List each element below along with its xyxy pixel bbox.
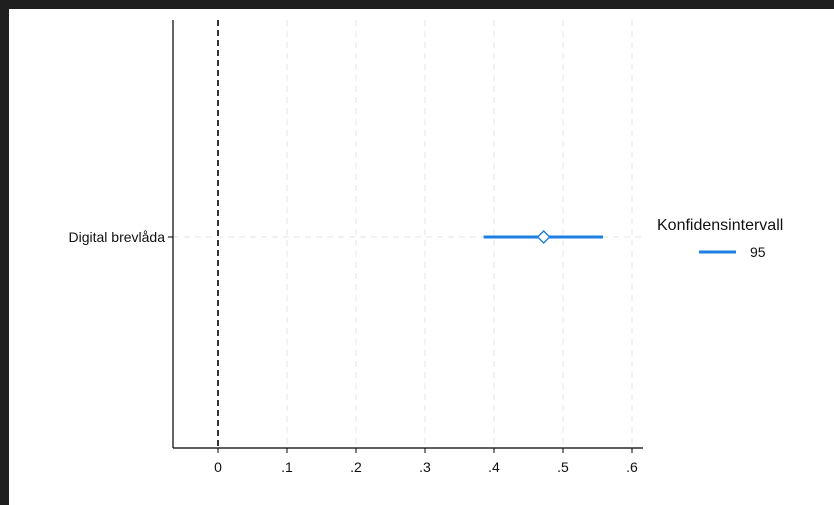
x-tick-label: .6	[626, 459, 638, 475]
chart-frame: 0 .1 .2 .3 .4 .5 .6 Digital brevlåda Konfidensi…	[9, 9, 834, 505]
axis-layer	[172, 20, 643, 449]
legend-title: Konfidensintervall	[657, 217, 783, 234]
y-category-label: Digital brevlåda	[69, 229, 166, 245]
legend-label-95: 95	[750, 244, 766, 260]
x-tick-label: .1	[281, 459, 293, 475]
x-tick-label: 0	[214, 459, 222, 475]
data-layer	[483, 230, 604, 244]
x-tick-label: .2	[350, 459, 362, 475]
x-tick-label: .5	[557, 459, 569, 475]
x-tick-label: .3	[419, 459, 431, 475]
point-estimate-marker	[536, 230, 551, 244]
x-tick-label: .4	[488, 459, 500, 475]
tick-layer: 0 .1 .2 .3 .4 .5 .6 Digital brevlåda	[69, 229, 639, 475]
coefficient-chart: 0 .1 .2 .3 .4 .5 .6 Digital brevlåda Konfidensi…	[69, 20, 783, 475]
legend: Konfidensintervall 95	[657, 217, 783, 260]
grid-layer	[173, 20, 643, 448]
